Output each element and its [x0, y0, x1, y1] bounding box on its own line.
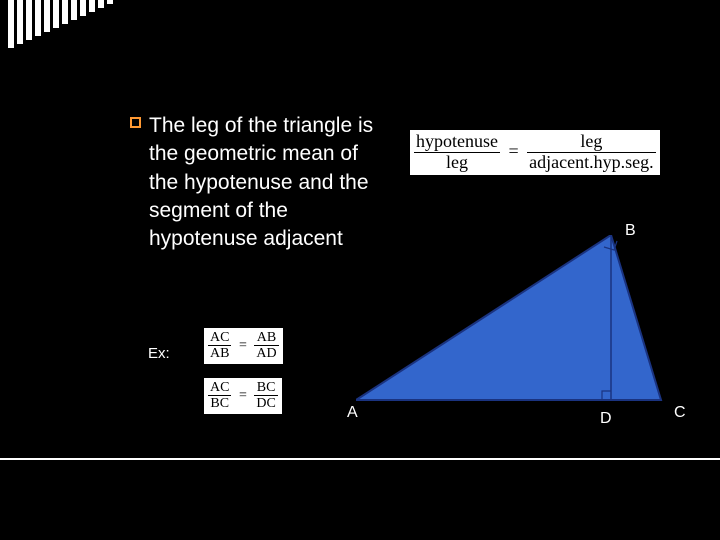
formula-2: AC BC = BC DC: [204, 378, 282, 414]
frac-right: leg adjacent.hyp.seg.: [527, 132, 655, 173]
frac-top: AB: [254, 330, 278, 346]
equals: =: [235, 338, 251, 353]
bullet-row: The leg of the triangle is the geometric…: [130, 112, 390, 254]
frac-left: AC AB: [208, 330, 231, 362]
example-label: Ex:: [148, 345, 170, 362]
frac-bot: AB: [208, 346, 231, 361]
content-block: The leg of the triangle is the geometric…: [130, 112, 390, 254]
vertex-d: D: [600, 410, 612, 428]
bullet-square: [130, 117, 141, 128]
frac-bot: leg: [414, 153, 500, 173]
equals: =: [504, 142, 522, 162]
frac-left: hypotenuse leg: [414, 132, 500, 173]
frac-top: leg: [527, 132, 655, 153]
vertex-b: B: [625, 222, 636, 240]
main-formula: hypotenuse leg = leg adjacent.hyp.seg.: [410, 130, 660, 175]
formula-1: AC AB = AB AD: [204, 328, 283, 364]
frac-right: AB AD: [254, 330, 278, 362]
frac-left: AC BC: [208, 380, 231, 412]
frac-top: BC: [254, 380, 277, 396]
bottom-rule: [0, 458, 720, 460]
main-text: The leg of the triangle is the geometric…: [149, 112, 390, 254]
frac-bot: DC: [254, 396, 277, 411]
triangle-diagram: [356, 235, 666, 403]
frac-top: AC: [208, 330, 231, 346]
frac-right: BC DC: [254, 380, 277, 412]
vertex-a: A: [347, 404, 358, 422]
frac-bot: BC: [208, 396, 231, 411]
frac-bot: adjacent.hyp.seg.: [527, 153, 655, 173]
frac-top: hypotenuse: [414, 132, 500, 153]
vertex-c: C: [674, 404, 686, 422]
frac-top: AC: [208, 380, 231, 396]
equals: =: [235, 388, 251, 403]
frac-bot: AD: [254, 346, 278, 361]
decorative-bars: [0, 0, 113, 48]
